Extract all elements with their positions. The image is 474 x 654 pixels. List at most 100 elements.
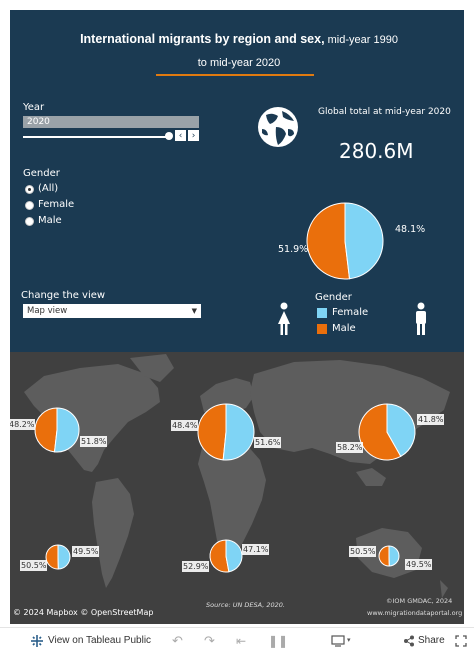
region-5-female-label-bg [242, 544, 269, 555]
region-4-female-pct-label: 49.5% [73, 547, 99, 556]
tableau-logo-icon [31, 635, 43, 647]
female-person-icon [278, 302, 290, 335]
region-4-male-label-bg [20, 560, 47, 571]
region-6-pie-male-slice[interactable] [378, 545, 390, 567]
region-4-female-label-bg [72, 546, 99, 557]
dashboard-header-panel: International migrants by region and sex… [10, 10, 464, 352]
region-6-male-pct-label: 50.5% [350, 547, 376, 556]
gender-radio-male[interactable] [25, 217, 34, 226]
year-filter-label: Year [23, 102, 45, 113]
share-icon[interactable] [403, 635, 415, 647]
region-3-pie-male-slice[interactable] [358, 403, 402, 461]
tableau-toolbar: View on Tableau Public ↶ ↷ ⇤ ❚❚ ▾ Share [0, 627, 474, 654]
global-pie-female-slice[interactable] [344, 202, 384, 280]
global-female-pct-label: 48.1% [395, 224, 426, 235]
dashboard-title: International migrants by region and sex… [80, 28, 398, 74]
region-2-pie-male-slice[interactable] [197, 403, 227, 461]
region-5-pie-male-slice[interactable] [209, 539, 230, 573]
chevron-right-icon: › [191, 131, 196, 141]
legend-male-label: Male [332, 323, 356, 334]
legend-male-swatch [317, 324, 327, 334]
undo-icon[interactable]: ↶ [172, 633, 183, 648]
region-4-pie-female-slice[interactable] [57, 544, 71, 570]
chevron-down-icon: ▼ [191, 307, 197, 315]
region-3-pie-female-slice[interactable] [386, 403, 416, 458]
region-3-female-pct-label: 41.8% [418, 415, 444, 424]
year-slider-track[interactable] [23, 136, 171, 138]
new-zealand [440, 580, 448, 598]
title-sub: mid-year 1990 to mid-year 2020 [197, 34, 398, 69]
region-1-female-pct-label: 51.8% [81, 437, 107, 446]
region-2-female-pct-label: 51.6% [255, 438, 281, 447]
region-3-male-label-bg [336, 442, 363, 453]
region-6-male-label-bg [349, 546, 376, 557]
year-value-box[interactable]: 2020 [23, 116, 199, 128]
north-america [24, 364, 160, 472]
region-3-female-label-bg [417, 414, 444, 425]
year-next-button[interactable]: › [188, 130, 199, 141]
region-2-pie-female-slice[interactable] [222, 403, 255, 461]
gender-radio-female[interactable] [25, 201, 34, 210]
view-on-tableau-link[interactable]: View on Tableau Public [48, 635, 152, 646]
region-1-female-label-bg [80, 436, 107, 447]
map-source: Source: UN DESA, 2020. [206, 601, 285, 609]
region-1-pie-male-slice[interactable] [34, 407, 58, 453]
global-total-text: Global total at mid-year [318, 107, 426, 117]
region-1-male-pct-label: 48.2% [10, 420, 35, 429]
male-person-icon [416, 302, 426, 335]
region-5-male-pct-label: 52.9% [183, 562, 209, 571]
global-total-label: Global total at mid-year 2020 [318, 107, 451, 117]
world-map[interactable]: 51.8% 48.2% 51.6% 48.4% 41.8% 58.2% 49.5% 50.5%… [10, 352, 464, 624]
globe-icon [258, 107, 298, 147]
region-4-male-pct-label: 50.5% [21, 561, 47, 570]
gender-option-female[interactable]: Female [38, 199, 75, 210]
region-4-pie-male-slice[interactable] [45, 544, 59, 570]
region-1-pie-female-slice[interactable] [53, 407, 80, 453]
southeast-asia [356, 468, 386, 486]
region-6-pie-female-slice[interactable] [388, 545, 400, 567]
legend-female-swatch [317, 308, 327, 318]
south-america [92, 478, 134, 588]
view-select-value: Map view [27, 306, 68, 316]
revert-icon[interactable]: ⇤ [236, 634, 247, 648]
global-pie-male-slice[interactable] [306, 202, 351, 280]
year-prev-button[interactable]: ‹ [175, 130, 186, 141]
map-copyright: ©IOM GMDAC, 2024 [386, 597, 453, 605]
chevron-left-icon: ‹ [178, 131, 183, 141]
region-3-male-pct-label: 58.2% [337, 443, 363, 452]
title-main: International migrants by region and sex… [80, 32, 325, 46]
greenland [130, 354, 174, 382]
tableau-viz: International migrants by region and sex… [10, 10, 464, 624]
view-select[interactable]: Map view ▼ [23, 304, 201, 318]
region-5-male-label-bg [182, 561, 209, 572]
global-total-value: 280.6M [339, 139, 414, 163]
africa [198, 440, 266, 558]
map-canvas: 51.8% 48.2% 51.6% 48.4% 41.8% 58.2% 49.5% 50.5%… [10, 354, 450, 598]
fullscreen-icon[interactable] [455, 635, 467, 647]
download-icon[interactable] [331, 635, 345, 647]
gender-option-all[interactable]: (All) [38, 183, 59, 194]
gender-radio-all[interactable] [25, 185, 34, 194]
title-divider [156, 74, 314, 76]
redo-icon[interactable]: ↷ [204, 633, 215, 648]
global-gender-pie [306, 202, 384, 280]
map-attribution[interactable]: © 2024 Mapbox © OpenStreetMap [13, 608, 154, 617]
gender-filter-label: Gender [23, 168, 60, 179]
region-2-male-pct-label: 48.4% [172, 421, 198, 430]
view-filter-label: Change the view [21, 290, 106, 301]
gender-option-male[interactable]: Male [38, 215, 62, 226]
region-1-male-label-bg [10, 419, 35, 430]
share-button[interactable]: Share [418, 635, 445, 646]
year-slider-handle[interactable] [165, 132, 173, 140]
pause-updates-icon[interactable]: ❚❚ [268, 634, 289, 648]
global-male-pct-label: 51.9% [278, 244, 309, 255]
region-2-male-label-bg [171, 420, 198, 431]
legend-female-label: Female [332, 307, 369, 318]
global-total-year: 2020 [427, 107, 451, 117]
region-5-pie-female-slice[interactable] [225, 539, 243, 573]
region-2-female-label-bg [254, 437, 281, 448]
download-chevron-icon[interactable]: ▾ [347, 637, 351, 644]
map-site-url[interactable]: www.migrationdataportal.org [367, 609, 463, 617]
regional-pies: 51.8% 48.2% 51.6% 48.4% 41.8% 58.2% 49.5% 50.5%… [10, 403, 444, 573]
region-6-female-pct-label: 49.5% [406, 560, 432, 569]
